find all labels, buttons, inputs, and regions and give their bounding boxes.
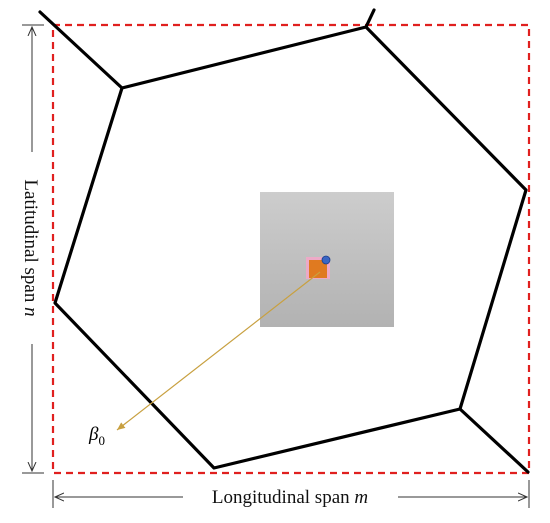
beta-arrow (116, 271, 321, 431)
orange-node (309, 260, 327, 278)
hexagon-cell (38, 8, 530, 474)
beta-label: β0 (88, 424, 105, 448)
edge-bottom-right (458, 407, 530, 474)
edge-top-right (364, 8, 376, 29)
blue-dot (321, 255, 331, 265)
latitudinal-span-label: Latitudinal span n (20, 179, 41, 316)
edge-top-left (38, 10, 124, 90)
latitudinal-dimension (22, 24, 44, 474)
span-boundary-rect (51, 23, 531, 475)
longitudinal-dimension (52, 480, 530, 508)
longitudinal-span-label: Longitudinal span m (212, 487, 368, 508)
